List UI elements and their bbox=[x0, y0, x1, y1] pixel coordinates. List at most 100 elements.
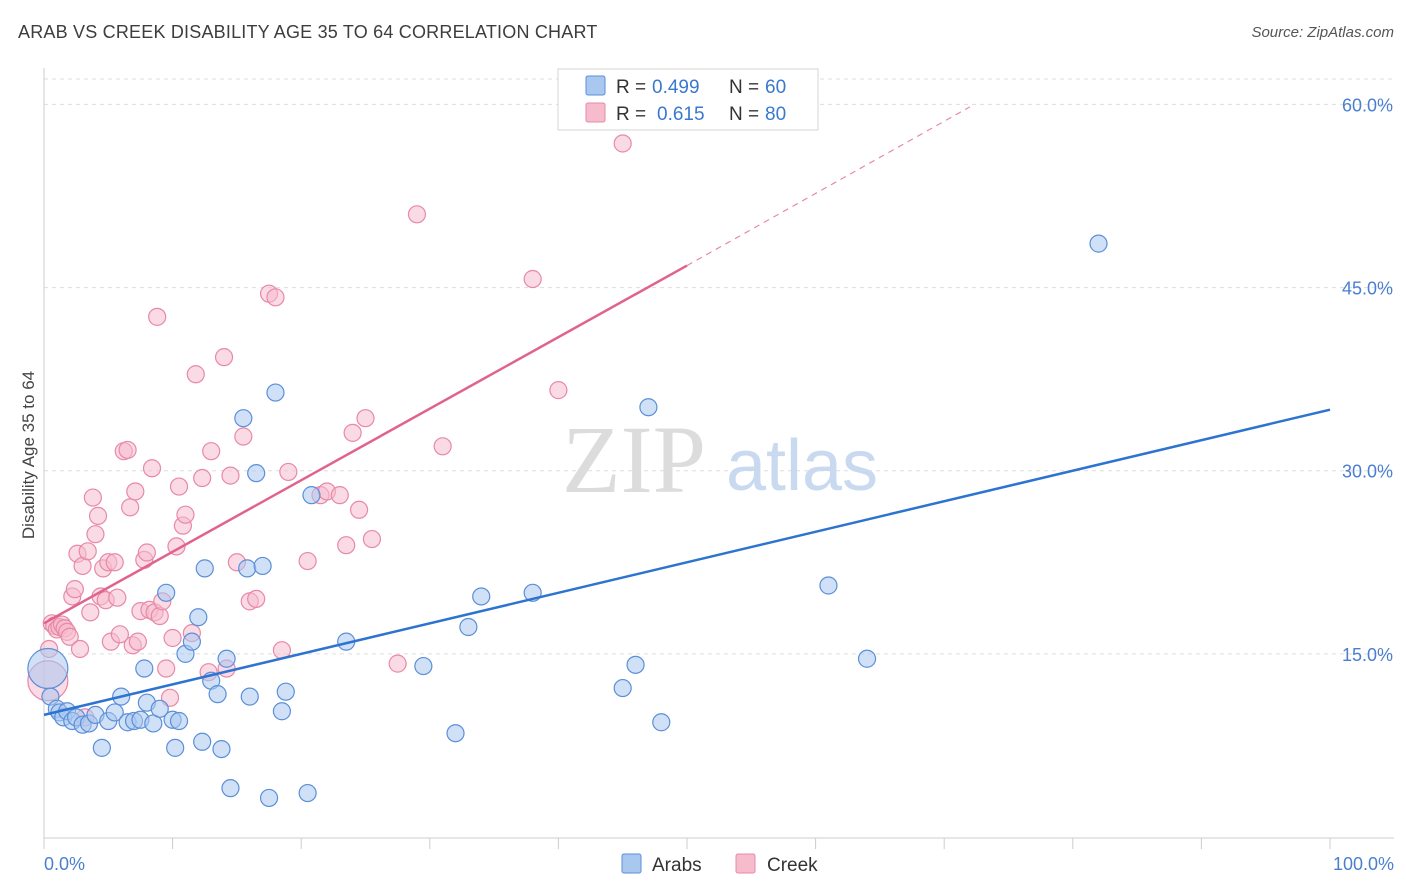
creek-point bbox=[163, 628, 182, 648]
creek-point bbox=[126, 482, 145, 501]
arabs-point bbox=[613, 678, 632, 698]
creek-point bbox=[549, 381, 568, 400]
creek-point bbox=[86, 525, 105, 544]
arabs-point bbox=[253, 556, 272, 576]
creek-point bbox=[176, 505, 195, 524]
chart-source: Source: ZipAtlas.com bbox=[1251, 24, 1394, 41]
x-tick-label-max: 100.0% bbox=[1333, 854, 1394, 874]
arabs-point bbox=[414, 656, 433, 676]
arabs-point bbox=[240, 687, 259, 706]
creek-point bbox=[157, 659, 176, 678]
arabs-point bbox=[472, 587, 491, 606]
x-tick-labels: 0.0% 100.0% bbox=[44, 854, 1394, 874]
arabs-point bbox=[626, 655, 645, 674]
arabs-point bbox=[276, 682, 295, 701]
arabs-point bbox=[298, 783, 317, 803]
creek-points bbox=[27, 134, 632, 727]
legend-arabs-r-value: 0.499 bbox=[652, 77, 700, 98]
creek-point bbox=[110, 625, 129, 644]
arabs-point bbox=[1089, 234, 1108, 253]
axes bbox=[43, 68, 1394, 849]
y-tick-label: 30.0% bbox=[1342, 462, 1393, 482]
creek-point bbox=[148, 307, 167, 326]
creek-point bbox=[523, 269, 542, 289]
arabs-point bbox=[221, 779, 240, 798]
watermark-atlas: atlas bbox=[726, 426, 878, 506]
creek-point bbox=[169, 477, 189, 496]
arabs-point bbox=[169, 711, 189, 731]
creek-trend-line-extension bbox=[686, 106, 971, 267]
legend-creek-n-label: N = bbox=[729, 104, 759, 125]
creek-point bbox=[186, 365, 205, 384]
legend-creek-r-value: 0.615 bbox=[657, 104, 705, 125]
arabs-point bbox=[92, 738, 111, 757]
arabs-point bbox=[166, 738, 185, 757]
legend-swatch-arabs bbox=[585, 75, 606, 96]
arabs-point bbox=[157, 583, 176, 602]
creek-point bbox=[298, 551, 317, 571]
creek-point bbox=[128, 632, 147, 651]
creek-point bbox=[388, 654, 407, 673]
arabs-point bbox=[266, 383, 285, 402]
creek-point bbox=[142, 459, 162, 478]
creek-point bbox=[118, 440, 137, 460]
creek-point bbox=[279, 462, 298, 482]
creek-point bbox=[407, 205, 427, 224]
creek-point bbox=[356, 409, 375, 428]
y-tick-labels: 15.0% 30.0% 45.0% 60.0% bbox=[1342, 95, 1393, 664]
arabs-point bbox=[208, 685, 227, 704]
arabs-point bbox=[189, 608, 208, 627]
creek-point bbox=[214, 348, 234, 367]
y-tick-label: 15.0% bbox=[1342, 645, 1393, 665]
arabs-point bbox=[105, 703, 124, 722]
creek-point bbox=[613, 134, 632, 153]
creek-trend-line bbox=[43, 264, 688, 625]
bottom-legend: Arabs Creek bbox=[621, 853, 818, 876]
creek-point bbox=[70, 639, 90, 659]
arabs-point bbox=[819, 576, 838, 595]
arabs-points bbox=[27, 234, 1108, 808]
bottom-legend-swatch-arabs bbox=[621, 853, 642, 874]
creek-point bbox=[266, 288, 285, 307]
legend-creek-r-label: R = bbox=[616, 104, 646, 125]
creek-point bbox=[343, 423, 362, 442]
creek-point bbox=[65, 580, 84, 599]
creek-point bbox=[60, 627, 79, 646]
legend-box: R = 0.499 N = 60 R = 0.615 N = 80 bbox=[557, 68, 819, 131]
creek-point bbox=[88, 506, 108, 525]
legend-creek-n-value: 80 bbox=[765, 104, 786, 125]
legend-arabs-r-label: R = bbox=[616, 77, 646, 98]
arabs-point bbox=[857, 649, 877, 668]
x-tick-label-min: 0.0% bbox=[44, 854, 85, 874]
creek-point bbox=[221, 466, 240, 485]
bottom-legend-swatch-creek bbox=[735, 853, 756, 874]
arabs-point bbox=[135, 659, 154, 678]
creek-point bbox=[202, 442, 221, 461]
watermark-zip: ZIP bbox=[562, 406, 706, 513]
arabs-point bbox=[234, 409, 253, 428]
y-tick-label: 60.0% bbox=[1342, 95, 1393, 115]
arabs-point bbox=[182, 632, 201, 651]
arabs-point bbox=[652, 713, 671, 732]
creek-point bbox=[234, 427, 253, 446]
creek-point bbox=[193, 468, 212, 488]
arabs-point bbox=[195, 559, 214, 578]
arabs-point bbox=[212, 739, 231, 759]
creek-point bbox=[247, 589, 266, 609]
arabs-point bbox=[193, 732, 212, 751]
arabs-trend-line bbox=[43, 408, 1331, 717]
creek-point bbox=[121, 498, 140, 517]
creek-point bbox=[78, 542, 97, 561]
arabs-point bbox=[217, 649, 236, 668]
arabs-point bbox=[272, 702, 292, 721]
creek-point bbox=[137, 543, 156, 562]
creek-point bbox=[349, 500, 369, 519]
y-tick-label: 45.0% bbox=[1342, 279, 1393, 299]
trend-lines bbox=[43, 106, 1331, 717]
bottom-legend-label-arabs: Arabs bbox=[652, 855, 702, 876]
legend-arabs-n-label: N = bbox=[729, 77, 759, 98]
arabs-point bbox=[27, 647, 69, 690]
creek-point bbox=[108, 588, 127, 607]
creek-point bbox=[83, 488, 102, 507]
